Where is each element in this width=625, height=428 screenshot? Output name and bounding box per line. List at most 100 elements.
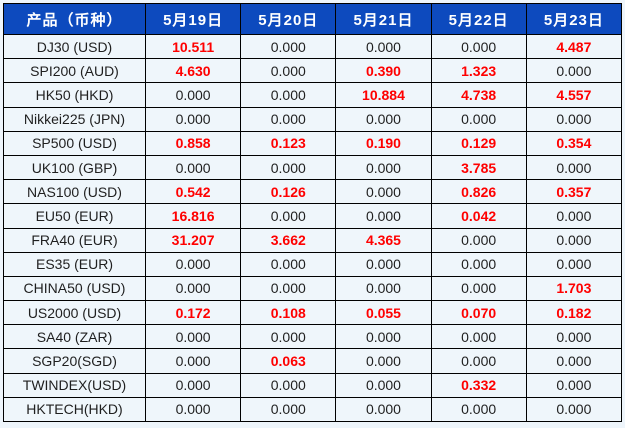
value-cell: 3.785 [430,154,527,181]
value-cell: 0.000 [240,275,337,302]
value-cell: 0.354 [525,130,623,156]
value-cell: 0.000 [240,58,337,84]
product-cell: EU50 (EUR) [3,203,146,229]
value-cell: 0.000 [335,348,432,374]
value-cell: 0.000 [525,372,623,398]
header-row: 产品（币种） 5月19日 5月20日 5月21日 5月22日 5月23日 [3,3,623,35]
product-cell: DJ30 (USD) [3,33,146,60]
product-cell: US2000 (USD) [3,300,146,326]
value-cell: 0.000 [525,106,623,132]
value-cell: 0.000 [335,396,432,423]
value-cell: 0.000 [335,251,432,277]
table-row: SP500 (USD) 0.858 0.123 0.190 0.129 0.35… [3,130,623,156]
value-cell: 0.000 [240,33,337,60]
value-cell: 0.000 [335,372,432,398]
value-cell: 0.129 [430,130,527,156]
table-row: ES35 (EUR) 0.000 0.000 0.000 0.000 0.000 [3,251,623,277]
value-cell: 0.000 [144,275,242,302]
product-cell: NAS100 (USD) [3,179,146,205]
value-cell: 0.542 [144,179,242,205]
table-row: CHINA50 (USD) 0.000 0.000 0.000 0.000 1.… [3,275,623,302]
value-cell: 0.000 [430,227,527,253]
header-cell-date-0: 5月19日 [144,3,242,35]
table-row: UK100 (GBP) 0.000 0.000 0.000 3.785 0.00… [3,154,623,181]
value-cell: 0.070 [430,300,527,326]
table-row: TWINDEX(USD) 0.000 0.000 0.000 0.332 0.0… [3,372,623,398]
product-cell: Nikkei225 (JPN) [3,106,146,132]
value-cell: 0.000 [430,251,527,277]
value-cell: 0.000 [335,154,432,181]
value-cell: 0.000 [525,251,623,277]
value-cell: 0.000 [144,154,242,181]
value-cell: 0.000 [335,179,432,205]
value-cell: 0.000 [430,275,527,302]
product-cell: SA40 (ZAR) [3,324,146,350]
value-cell: 0.000 [335,106,432,132]
value-cell: 4.557 [525,82,623,108]
value-cell: 0.000 [335,275,432,302]
value-cell: 0.000 [430,396,527,423]
value-cell: 0.000 [240,82,337,108]
value-cell: 0.000 [430,348,527,374]
header-cell-date-3: 5月22日 [430,3,527,35]
product-cell: CHINA50 (USD) [3,275,146,302]
value-cell: 10.511 [144,33,242,60]
value-cell: 16.816 [144,203,242,229]
table-row: EU50 (EUR) 16.816 0.000 0.000 0.042 0.00… [3,203,623,229]
value-cell: 3.662 [240,227,337,253]
header-cell-product: 产品（币种） [3,3,146,35]
value-cell: 0.108 [240,300,337,326]
product-cell: HKTECH(HKD) [3,396,146,423]
value-cell: 0.000 [525,396,623,423]
value-cell: 0.042 [430,203,527,229]
value-cell: 0.000 [144,106,242,132]
table-row: HK50 (HKD) 0.000 0.000 10.884 4.738 4.55… [3,82,623,108]
value-cell: 0.000 [240,203,337,229]
product-cell: FRA40 (EUR) [3,227,146,253]
value-cell: 0.332 [430,372,527,398]
value-cell: 0.190 [335,130,432,156]
product-cell: SP500 (USD) [3,130,146,156]
value-cell: 0.826 [430,179,527,205]
value-cell: 0.000 [240,154,337,181]
dividend-table: 产品（币种） 5月19日 5月20日 5月21日 5月22日 5月23日 DJ3… [3,3,623,423]
product-cell: TWINDEX(USD) [3,372,146,398]
value-cell: 0.000 [144,251,242,277]
table-row: Nikkei225 (JPN) 0.000 0.000 0.000 0.000 … [3,106,623,132]
value-cell: 0.000 [430,106,527,132]
value-cell: 10.884 [335,82,432,108]
value-cell: 0.172 [144,300,242,326]
table-row: SA40 (ZAR) 0.000 0.000 0.000 0.000 0.000 [3,324,623,350]
value-cell: 0.055 [335,300,432,326]
value-cell: 0.000 [525,227,623,253]
table-row: SGP20(SGD) 0.000 0.063 0.000 0.000 0.000 [3,348,623,374]
product-cell: SGP20(SGD) [3,348,146,374]
header-cell-date-2: 5月21日 [335,3,432,35]
value-cell: 0.000 [240,372,337,398]
value-cell: 0.000 [525,203,623,229]
value-cell: 1.703 [525,275,623,302]
value-cell: 0.357 [525,179,623,205]
header-cell-date-1: 5月20日 [240,3,337,35]
table-row: US2000 (USD) 0.172 0.108 0.055 0.070 0.1… [3,300,623,326]
value-cell: 31.207 [144,227,242,253]
table-row: NAS100 (USD) 0.542 0.126 0.000 0.826 0.3… [3,179,623,205]
value-cell: 0.000 [525,324,623,350]
product-cell: ES35 (EUR) [3,251,146,277]
value-cell: 0.126 [240,179,337,205]
value-cell: 0.000 [335,324,432,350]
header-cell-date-4: 5月23日 [525,3,623,35]
value-cell: 0.182 [525,300,623,326]
value-cell: 0.063 [240,348,337,374]
value-cell: 0.000 [430,33,527,60]
value-cell: 0.000 [335,203,432,229]
table-row: DJ30 (USD) 10.511 0.000 0.000 0.000 4.48… [3,33,623,60]
value-cell: 0.000 [430,324,527,350]
value-cell: 0.000 [525,154,623,181]
value-cell: 0.000 [335,33,432,60]
value-cell: 0.000 [525,58,623,84]
value-cell: 1.323 [430,58,527,84]
value-cell: 0.000 [240,324,337,350]
product-cell: SPI200 (AUD) [3,58,146,84]
value-cell: 0.000 [240,396,337,423]
